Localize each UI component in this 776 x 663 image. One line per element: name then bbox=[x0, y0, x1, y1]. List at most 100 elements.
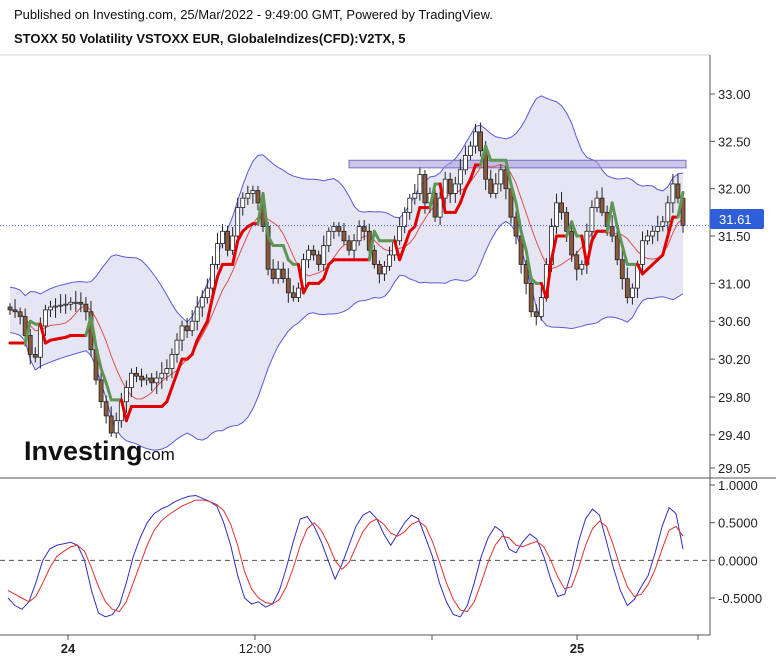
candle-body bbox=[452, 183, 458, 194]
osc-tick-label: 1.0000 bbox=[718, 478, 758, 493]
trail-segment bbox=[261, 191, 270, 238]
candle bbox=[503, 165, 509, 200]
candle bbox=[275, 261, 281, 284]
trail-segment bbox=[398, 243, 407, 262]
bollinger-upper-line bbox=[9, 95, 684, 323]
trail-segment bbox=[666, 215, 675, 238]
candle-body bbox=[290, 292, 296, 298]
trail-segment bbox=[676, 190, 685, 219]
price-tick-label: 30.60 bbox=[718, 314, 751, 329]
candle-body bbox=[73, 301, 79, 304]
candle bbox=[356, 220, 362, 246]
trail-segment bbox=[165, 386, 174, 404]
price-tick-label: 32.00 bbox=[718, 182, 751, 197]
candle bbox=[144, 374, 150, 386]
candle bbox=[285, 268, 291, 303]
moving-average-line bbox=[9, 163, 684, 400]
candle bbox=[513, 211, 519, 245]
candle-body bbox=[599, 197, 605, 213]
candle-body bbox=[43, 309, 48, 327]
candle bbox=[488, 169, 494, 198]
time-tick-label: 25 bbox=[570, 641, 584, 656]
trail-segment bbox=[605, 201, 614, 233]
candle-body bbox=[296, 287, 301, 298]
resistance-zone bbox=[348, 159, 687, 169]
candle-body bbox=[650, 230, 656, 237]
candle bbox=[498, 164, 504, 192]
candle-body bbox=[32, 353, 38, 358]
candle-body bbox=[533, 311, 539, 317]
trail-segment bbox=[519, 229, 528, 252]
candle-body bbox=[179, 325, 185, 341]
candle-body bbox=[442, 178, 448, 199]
candle bbox=[58, 293, 64, 314]
price-tick-label: 29.40 bbox=[718, 428, 751, 443]
logo-brand: Investing bbox=[24, 436, 143, 466]
candle-body bbox=[559, 202, 564, 213]
candle-body bbox=[341, 230, 347, 242]
candle bbox=[594, 190, 600, 213]
candle bbox=[559, 191, 564, 220]
candle-body bbox=[665, 202, 671, 223]
candle-body bbox=[27, 335, 33, 355]
candle-body bbox=[528, 282, 534, 313]
candle bbox=[255, 185, 261, 211]
candle bbox=[599, 187, 605, 217]
candle-body bbox=[129, 372, 134, 388]
candle-body bbox=[63, 303, 69, 306]
trail-segment bbox=[403, 229, 412, 247]
candle-body bbox=[488, 178, 494, 194]
candle-body bbox=[48, 306, 53, 311]
candle bbox=[108, 406, 114, 437]
candle-body bbox=[523, 264, 529, 284]
candle-body bbox=[321, 245, 327, 265]
trail-segment bbox=[524, 248, 533, 281]
trail-segment bbox=[266, 234, 275, 247]
trail-segment bbox=[580, 234, 589, 266]
candle-body bbox=[397, 226, 403, 242]
candle-body bbox=[280, 268, 286, 280]
candle bbox=[346, 235, 352, 256]
trail-segment bbox=[544, 258, 553, 300]
candle bbox=[468, 141, 473, 160]
candle-body bbox=[199, 297, 205, 308]
candle-body bbox=[387, 254, 392, 267]
candle bbox=[270, 259, 276, 284]
candle bbox=[68, 297, 74, 311]
candle bbox=[220, 224, 225, 249]
candle-body bbox=[255, 190, 261, 204]
candle bbox=[230, 226, 236, 255]
trail-segment bbox=[413, 206, 422, 229]
candle bbox=[351, 234, 357, 259]
candle-body bbox=[629, 287, 635, 298]
candle bbox=[538, 287, 544, 321]
trail-segment bbox=[281, 243, 290, 262]
candle-body bbox=[123, 387, 129, 403]
trail-segment bbox=[89, 315, 98, 349]
candle bbox=[412, 184, 418, 205]
trail-segment bbox=[99, 367, 108, 385]
candle-body bbox=[655, 226, 661, 232]
candle bbox=[73, 290, 79, 312]
trail-segment bbox=[301, 281, 311, 295]
candle-body bbox=[513, 216, 519, 237]
trail-segment bbox=[504, 158, 513, 186]
candle bbox=[123, 380, 129, 413]
candle bbox=[336, 222, 342, 237]
candle-body bbox=[12, 309, 18, 313]
candle bbox=[7, 303, 13, 315]
candle bbox=[331, 222, 337, 239]
candle bbox=[609, 215, 615, 243]
candle bbox=[579, 260, 585, 275]
candle-body bbox=[407, 197, 413, 213]
candle bbox=[457, 158, 463, 195]
candle-body bbox=[108, 415, 114, 434]
candle bbox=[452, 176, 458, 203]
trail-segment bbox=[428, 182, 437, 210]
candle-body bbox=[139, 375, 144, 381]
trail-segment bbox=[372, 229, 381, 243]
candle bbox=[614, 230, 620, 266]
candle bbox=[437, 191, 443, 225]
time-axis: 24 12:00 25 bbox=[61, 635, 699, 656]
